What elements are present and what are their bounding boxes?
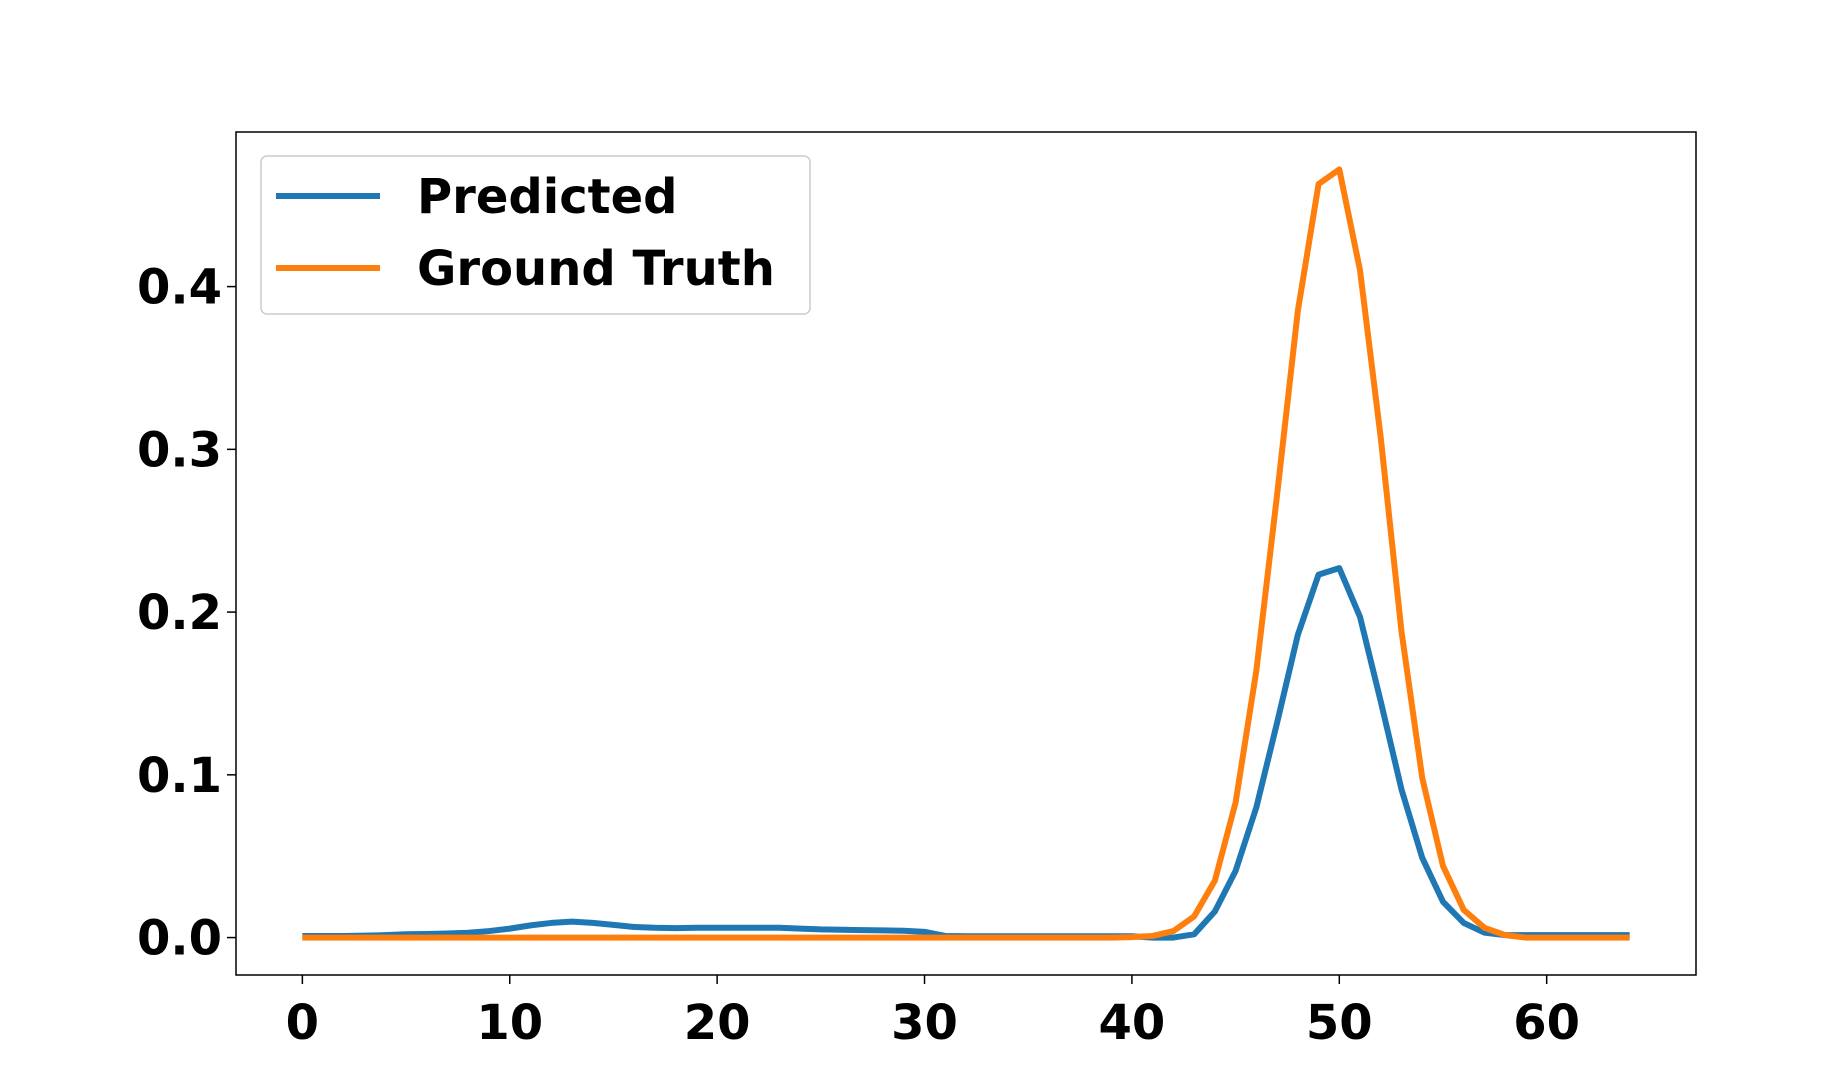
legend-label-ground-truth: Ground Truth [417, 241, 775, 297]
x-tick-label: 60 [1513, 995, 1580, 1051]
y-tick-label: 0.1 [137, 748, 222, 804]
y-tick-label: 0.0 [137, 911, 222, 967]
legend: Predicted Ground Truth [260, 155, 811, 315]
series-line-predicted [302, 565, 1630, 941]
plot-frame [235, 131, 1697, 976]
x-tick-label: 20 [684, 995, 751, 1051]
x-tick-label: 0 [286, 995, 319, 1051]
y-tick-label: 0.2 [137, 585, 222, 641]
y-tick-label: 0.3 [137, 422, 222, 478]
y-tick-label: 0.4 [137, 260, 222, 316]
x-tick-label: 50 [1306, 995, 1373, 1051]
series-layer [302, 166, 1630, 941]
x-tick-label: 30 [891, 995, 958, 1051]
x-tick-label: 10 [476, 995, 543, 1051]
series-line-ground-truth [302, 166, 1630, 941]
x-tick-label: 40 [1099, 995, 1166, 1051]
ticks-layer: 0 10 20 30 40 50 60 0.0 0.1 0.2 0.3 0.4 [137, 260, 1580, 1051]
legend-label-predicted: Predicted [417, 169, 678, 225]
legend-box [260, 155, 811, 315]
